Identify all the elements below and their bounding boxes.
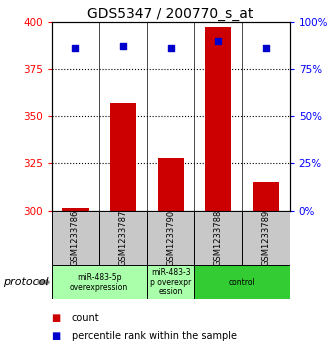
Text: GSM1233786: GSM1233786: [71, 209, 80, 266]
FancyBboxPatch shape: [147, 265, 194, 299]
FancyBboxPatch shape: [194, 211, 242, 265]
Bar: [158, 158, 184, 211]
Text: miR-483-3
p overexpr
ession: miR-483-3 p overexpr ession: [150, 268, 191, 297]
Point: [263, 45, 268, 51]
Point: [121, 44, 126, 49]
Bar: [253, 182, 279, 211]
FancyBboxPatch shape: [52, 265, 147, 299]
Bar: [62, 208, 89, 211]
Title: GDS5347 / 200770_s_at: GDS5347 / 200770_s_at: [88, 7, 254, 21]
FancyBboxPatch shape: [52, 211, 99, 265]
Text: ■: ■: [52, 331, 61, 341]
Text: percentile rank within the sample: percentile rank within the sample: [72, 331, 236, 341]
Text: control: control: [229, 278, 255, 287]
Text: GSM1233788: GSM1233788: [214, 209, 223, 266]
Text: GSM1233790: GSM1233790: [166, 210, 175, 266]
FancyBboxPatch shape: [147, 211, 194, 265]
Text: ■: ■: [52, 313, 61, 323]
Bar: [110, 103, 136, 211]
Text: GSM1233787: GSM1233787: [119, 209, 128, 266]
Text: GSM1233789: GSM1233789: [261, 210, 270, 266]
Text: protocol: protocol: [3, 277, 49, 287]
Bar: [205, 28, 231, 211]
Point: [168, 45, 173, 51]
Point: [73, 45, 78, 51]
Text: count: count: [72, 313, 99, 323]
FancyBboxPatch shape: [242, 211, 290, 265]
Text: miR-483-5p
overexpression: miR-483-5p overexpression: [70, 273, 128, 291]
FancyBboxPatch shape: [99, 211, 147, 265]
Point: [216, 38, 221, 44]
FancyBboxPatch shape: [194, 265, 290, 299]
